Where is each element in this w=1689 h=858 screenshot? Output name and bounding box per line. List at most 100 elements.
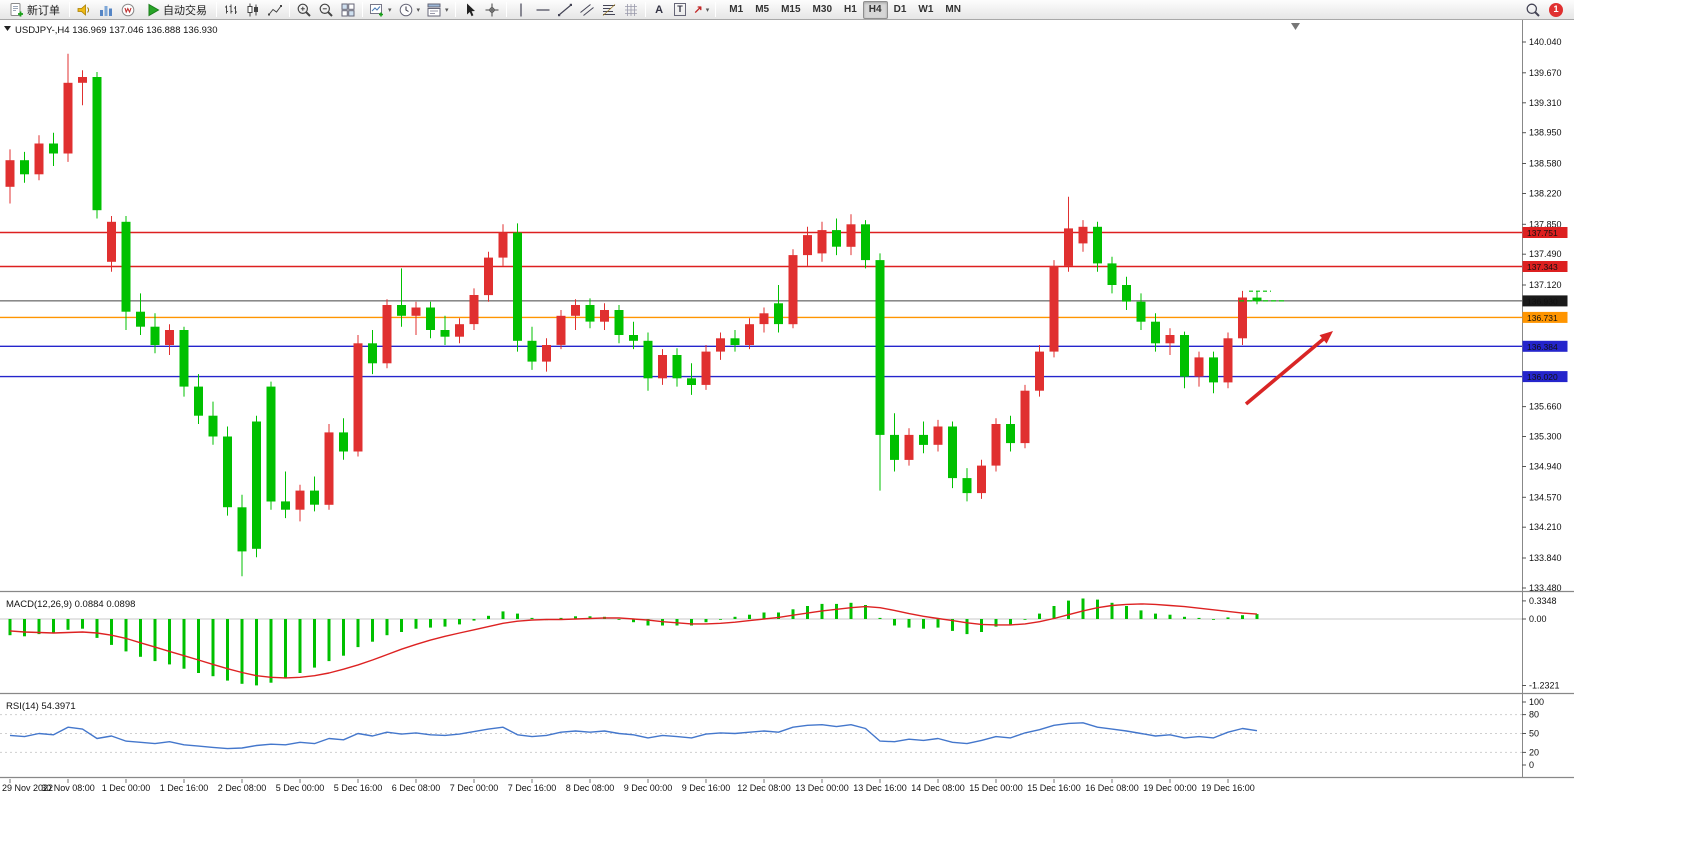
text-button[interactable]: A bbox=[649, 1, 670, 19]
timeframe-m30-button[interactable]: M30 bbox=[807, 1, 838, 19]
line-chart-button[interactable] bbox=[264, 1, 286, 19]
community-button[interactable] bbox=[117, 1, 139, 19]
toolbar-separator bbox=[69, 2, 70, 17]
timeframe-toolbar: M1 M5 M15 M30 H1 H4 D1 W1 MN bbox=[723, 0, 967, 19]
chart-plus-icon bbox=[369, 2, 385, 18]
new-order-button[interactable]: 新订单 bbox=[3, 1, 66, 19]
equidistant-channel-button[interactable] bbox=[576, 1, 598, 19]
svg-text:13 Dec 16:00: 13 Dec 16:00 bbox=[853, 783, 907, 793]
crosshair-icon bbox=[484, 2, 500, 18]
zoom-out-icon bbox=[318, 2, 334, 18]
rsi-line bbox=[9, 722, 1258, 750]
new-chart-button[interactable]: ▾ bbox=[366, 1, 395, 19]
timeframe-h4-button[interactable]: H4 bbox=[862, 0, 888, 19]
toolbar-separator bbox=[715, 2, 717, 17]
chart-canvas[interactable]: USDJPY-,H4 136.969 137.046 136.888 136.9… bbox=[0, 20, 1574, 796]
svg-text:30 Nov 08:00: 30 Nov 08:00 bbox=[41, 783, 95, 793]
period-button[interactable]: ▾ bbox=[395, 1, 424, 19]
svg-text:138.580: 138.580 bbox=[1529, 159, 1562, 169]
timeframe-d1-button[interactable]: D1 bbox=[888, 1, 913, 19]
svg-text:135.300: 135.300 bbox=[1529, 432, 1562, 442]
svg-text:14 Dec 08:00: 14 Dec 08:00 bbox=[911, 783, 965, 793]
arrows-icon: ↗ bbox=[693, 3, 703, 16]
timeframe-m1-button[interactable]: M1 bbox=[723, 1, 749, 19]
trendline-icon bbox=[557, 2, 573, 18]
template-button[interactable]: ▾ bbox=[423, 1, 452, 19]
cursor-button[interactable] bbox=[459, 1, 481, 19]
svg-text:13 Dec 00:00: 13 Dec 00:00 bbox=[795, 783, 849, 793]
timeframe-mn-button[interactable]: MN bbox=[939, 1, 967, 19]
svg-text:19 Dec 00:00: 19 Dec 00:00 bbox=[1143, 783, 1197, 793]
rsi-label: RSI(14) 54.3971 bbox=[6, 701, 76, 712]
svg-text:136.020: 136.020 bbox=[1527, 372, 1558, 382]
vline-icon bbox=[513, 2, 529, 18]
auto-trading-button[interactable]: 自动交易 bbox=[139, 1, 213, 19]
svg-text:16 Dec 08:00: 16 Dec 08:00 bbox=[1085, 783, 1139, 793]
svg-text:134.940: 134.940 bbox=[1529, 462, 1562, 472]
svg-text:6 Dec 08:00: 6 Dec 08:00 bbox=[392, 783, 441, 793]
svg-text:15 Dec 16:00: 15 Dec 16:00 bbox=[1027, 783, 1081, 793]
gann-grid-button[interactable] bbox=[620, 1, 642, 19]
candlestick-chart-button[interactable] bbox=[242, 1, 264, 19]
svg-text:137.751: 137.751 bbox=[1527, 228, 1558, 238]
timeframe-w1-button[interactable]: W1 bbox=[912, 1, 939, 19]
macd-signal-line bbox=[9, 603, 1258, 679]
chart-shift-marker bbox=[1291, 23, 1300, 30]
vertical-line-button[interactable] bbox=[510, 1, 532, 19]
chevron-down-icon: ▾ bbox=[416, 6, 421, 14]
svg-text:9 Dec 00:00: 9 Dec 00:00 bbox=[624, 783, 673, 793]
trendline-button[interactable] bbox=[554, 1, 576, 19]
new-order-label: 新订单 bbox=[27, 4, 60, 17]
horizontal-line-button[interactable] bbox=[532, 1, 554, 19]
svg-text:137.343: 137.343 bbox=[1527, 262, 1558, 272]
price-axis[interactable]: 140.040 139.670 139.310 138.950 138.580 138.2… bbox=[1522, 37, 1562, 593]
svg-text:0.00: 0.00 bbox=[1529, 614, 1547, 624]
svg-text:133.840: 133.840 bbox=[1529, 553, 1562, 563]
zoom-in-icon bbox=[296, 2, 312, 18]
timeframe-m15-button[interactable]: M15 bbox=[775, 1, 806, 19]
arrows-button[interactable]: ↗ ▾ bbox=[691, 1, 713, 19]
svg-text:5 Dec 00:00: 5 Dec 00:00 bbox=[276, 783, 325, 793]
svg-text:1 Dec 00:00: 1 Dec 00:00 bbox=[102, 783, 151, 793]
price-hlines[interactable] bbox=[0, 231, 1522, 378]
text-label-button[interactable]: T bbox=[670, 1, 691, 19]
symbol-period-ohlc-label: USDJPY-,H4 136.969 137.046 136.888 136.9… bbox=[15, 25, 217, 36]
tile-windows-button[interactable] bbox=[337, 1, 359, 19]
svg-text:136.384: 136.384 bbox=[1527, 342, 1558, 352]
timeframe-h1-button[interactable]: H1 bbox=[838, 1, 863, 19]
chevron-down-icon: ▾ bbox=[388, 6, 392, 14]
bar-chart-button[interactable] bbox=[220, 1, 242, 19]
fibo-icon bbox=[601, 2, 617, 18]
svg-text:139.310: 139.310 bbox=[1529, 98, 1562, 108]
svg-text:139.670: 139.670 bbox=[1529, 68, 1562, 78]
zoom-out-button[interactable] bbox=[315, 1, 337, 19]
svg-text:7 Dec 16:00: 7 Dec 16:00 bbox=[508, 783, 557, 793]
macd-pane: MACD(12,26,9) 0.0884 0.0898 0.3348 0.00 -1.… bbox=[0, 596, 1560, 691]
zoom-in-button[interactable] bbox=[293, 1, 315, 19]
timeframe-m5-button[interactable]: M5 bbox=[749, 1, 775, 19]
trend-arrow[interactable] bbox=[1244, 331, 1333, 406]
search-button[interactable] bbox=[1522, 1, 1544, 19]
notification-badge[interactable]: 1 bbox=[1549, 2, 1563, 17]
chart-area[interactable]: USDJPY-,H4 136.969 137.046 136.888 136.9… bbox=[0, 20, 1574, 796]
svg-text:12 Dec 08:00: 12 Dec 08:00 bbox=[737, 783, 791, 793]
crosshair-button[interactable] bbox=[481, 1, 503, 19]
sound-alert-button[interactable] bbox=[73, 1, 95, 19]
current-bar-marker bbox=[1239, 290, 1287, 302]
svg-text:8 Dec 08:00: 8 Dec 08:00 bbox=[566, 783, 615, 793]
chevron-down-icon: ▾ bbox=[705, 6, 710, 14]
circle-w-icon bbox=[120, 2, 136, 18]
svg-text:140.040: 140.040 bbox=[1529, 37, 1562, 47]
market-watch-button[interactable] bbox=[95, 1, 117, 19]
chevron-down-icon: ▾ bbox=[445, 6, 449, 14]
toolbar-separator bbox=[289, 2, 290, 17]
hline-icon bbox=[535, 2, 551, 18]
chart-columns-icon bbox=[98, 2, 114, 18]
toolbar-separator bbox=[362, 2, 363, 17]
fibonacci-button[interactable] bbox=[598, 1, 620, 19]
svg-text:136.731: 136.731 bbox=[1527, 313, 1558, 323]
svg-text:19 Dec 16:00: 19 Dec 16:00 bbox=[1201, 783, 1255, 793]
line-icon bbox=[267, 2, 283, 18]
svg-text:20: 20 bbox=[1529, 747, 1539, 757]
